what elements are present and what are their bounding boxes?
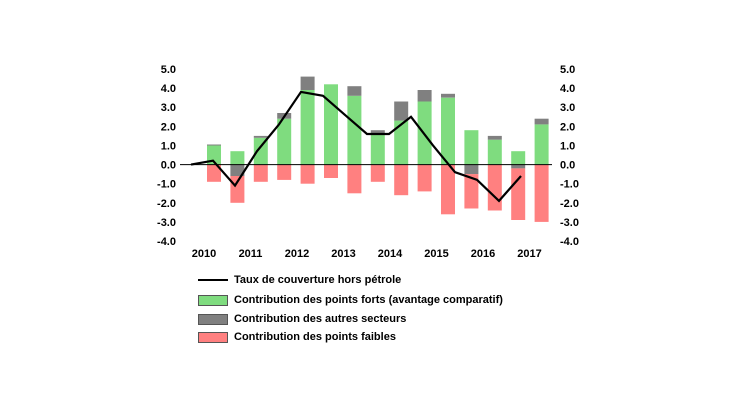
y-tick-label-right: 1.0 xyxy=(560,140,575,152)
bar-segment xyxy=(347,86,362,96)
bar-segment xyxy=(394,120,409,165)
legend-item-other: Contribution des autres secteurs xyxy=(198,311,406,327)
bar-segment xyxy=(347,164,362,194)
legend-label-strong: Contribution des points forts (avantage … xyxy=(234,294,503,306)
x-tick-label: 2010 xyxy=(192,248,216,260)
bar-segment xyxy=(441,164,455,215)
legend-gray-swatch xyxy=(198,313,228,325)
bar-segment xyxy=(253,137,268,165)
y-tick-label-right: -2.0 xyxy=(560,198,579,210)
bar-segment xyxy=(370,164,385,182)
bar-segment xyxy=(370,130,385,134)
bar-segment xyxy=(253,135,268,138)
legend-label-weak: Contribution des points faibles xyxy=(234,331,396,343)
legend-item-strong: Contribution des points forts (avantage … xyxy=(198,292,503,308)
y-tick-label-left: 2.0 xyxy=(161,121,176,133)
legend-line-swatch xyxy=(198,279,228,281)
bar-segment xyxy=(394,164,409,196)
legend-green-swatch xyxy=(198,294,228,306)
y-tick-label-left: 0.0 xyxy=(161,160,176,172)
bar-segment xyxy=(417,164,432,192)
y-tick-label-left: -4.0 xyxy=(157,236,176,248)
y-tick-label-right: 5.0 xyxy=(560,64,575,76)
x-tick-label: 2015 xyxy=(424,248,448,260)
bar-segment xyxy=(230,151,245,165)
legend-item-coverage: Taux de couverture hors pétrole xyxy=(198,272,401,288)
bar-segment xyxy=(324,164,338,178)
bar-segment xyxy=(511,168,526,220)
y-tick-label-left: -1.0 xyxy=(157,179,176,191)
y-tick-label-right: 2.0 xyxy=(560,121,575,133)
bar-segment xyxy=(511,151,526,165)
bar-segment xyxy=(534,118,549,125)
x-tick-label: 2014 xyxy=(378,248,403,260)
bar-segment xyxy=(487,164,502,211)
y-tick-label-left: 3.0 xyxy=(161,102,176,114)
y-tick-label-right: 4.0 xyxy=(560,83,575,95)
bar-segment xyxy=(207,164,221,182)
y-axis-left: 5.0 4.0 3.0 2.0 1.0 0.0 -1.0 -2.0 -3.0 -4.0 xyxy=(157,64,176,248)
legend-red-swatch xyxy=(198,331,228,343)
y-tick-label-right: 0.0 xyxy=(560,160,575,172)
bars-layer xyxy=(207,76,549,222)
bar-segment xyxy=(464,164,479,175)
y-tick-label-left: 4.0 xyxy=(161,83,176,95)
bar-segment xyxy=(417,90,432,102)
bar-segment xyxy=(324,84,338,165)
bar-segment xyxy=(347,95,362,165)
bar-segment xyxy=(534,164,549,222)
x-tick-label: 2016 xyxy=(471,248,495,260)
bar-segment xyxy=(370,134,385,165)
legend-label-other: Contribution des autres secteurs xyxy=(234,313,407,325)
y-tick-label-left: -2.0 xyxy=(157,198,176,210)
y-tick-label-left: -3.0 xyxy=(157,217,176,229)
y-tick-label-right: -4.0 xyxy=(560,236,579,248)
bar-segment xyxy=(300,76,315,90)
y-tick-label-right: -3.0 xyxy=(560,217,579,229)
bar-segment xyxy=(277,118,292,165)
bar-segment xyxy=(487,139,502,165)
y-tick-label-left: 5.0 xyxy=(161,64,176,76)
y-axis-right: 5.0 4.0 3.0 2.0 1.0 0.0 -1.0 -2.0 -3.0 -4.0 xyxy=(560,64,579,248)
bar-segment xyxy=(511,164,526,169)
chart: 5.0 4.0 3.0 2.0 1.0 0.0 -1.0 -2.0 -3.0 -4.0 5.0 4.… xyxy=(157,64,579,260)
bar-segment xyxy=(207,144,221,146)
legend-item-weak: Contribution des points faibles xyxy=(198,329,396,345)
legend: Taux de couverture hors pétrole Contribu… xyxy=(198,272,542,352)
x-axis: 2010 2011 2012 2013 2014 2015 2016 2017 xyxy=(192,248,542,260)
bar-segment xyxy=(300,90,315,165)
bar-segment xyxy=(230,164,245,177)
bar-segment xyxy=(277,164,292,180)
y-tick-label-right: -1.0 xyxy=(560,179,579,191)
y-tick-label-left: 1.0 xyxy=(161,140,176,152)
bar-segment xyxy=(441,97,455,165)
bar-segment xyxy=(441,93,455,98)
bar-segment xyxy=(487,135,502,140)
bar-segment xyxy=(464,174,479,209)
x-tick-label: 2012 xyxy=(285,248,309,260)
bar-segment xyxy=(394,101,409,121)
y-tick-label-right: 3.0 xyxy=(560,102,575,114)
coverage-rate-line xyxy=(190,90,522,203)
bar-segment xyxy=(253,164,268,182)
x-tick-label: 2017 xyxy=(517,248,541,260)
legend-label-coverage: Taux de couverture hors pétrole xyxy=(234,274,402,286)
bar-segment xyxy=(534,124,549,165)
x-tick-label: 2013 xyxy=(331,248,355,260)
bar-segment xyxy=(207,145,221,165)
bar-segment xyxy=(464,130,479,165)
x-tick-label: 2011 xyxy=(239,248,263,260)
bar-segment xyxy=(300,164,315,184)
